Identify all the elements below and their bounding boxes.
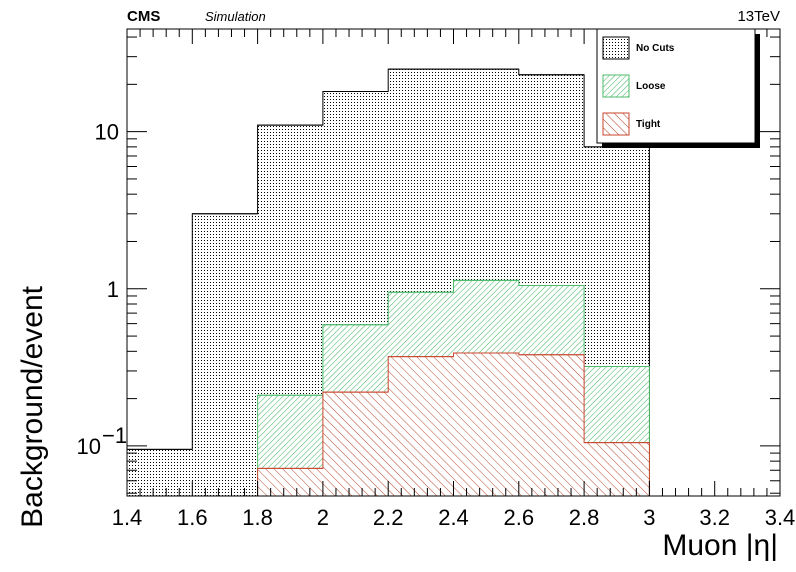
x-tick-label: 3.2 xyxy=(699,505,730,530)
x-tick-label: 1.6 xyxy=(177,505,208,530)
x-tick-label: 2.2 xyxy=(373,505,404,530)
y-tick-label: 10 xyxy=(77,434,101,459)
status-label: Simulation xyxy=(205,9,266,24)
x-tick-label: 1.4 xyxy=(112,505,143,530)
x-axis-label: Muon |η| xyxy=(662,529,778,562)
y-tick-label: 10 xyxy=(95,120,119,145)
series-tight xyxy=(257,352,650,497)
y-axis-label: Background/event xyxy=(16,285,49,527)
legend-label-loose: Loose xyxy=(636,81,666,92)
energy-label: 13TeV xyxy=(737,8,780,25)
x-tick-label: 3 xyxy=(643,505,655,530)
experiment-label: CMS xyxy=(127,8,160,25)
x-tick-label: 3.4 xyxy=(765,505,796,530)
legend-swatch-no-cuts xyxy=(602,36,630,60)
legend-label-no-cuts: No Cuts xyxy=(636,43,675,54)
legend-swatch-tight xyxy=(602,112,630,136)
y-tick-exponent: −1 xyxy=(102,423,127,448)
legend-label-tight: Tight xyxy=(636,119,661,130)
x-tick-label: 2.4 xyxy=(438,505,469,530)
legend-swatch-loose xyxy=(602,74,630,98)
x-tick-label: 2.6 xyxy=(504,505,535,530)
y-tick-label: 1 xyxy=(107,277,119,302)
x-tick-label: 2 xyxy=(317,505,329,530)
series-layer xyxy=(126,68,650,497)
legend: No Cuts Loose Tight xyxy=(596,28,760,148)
x-tick-label: 2.8 xyxy=(569,505,600,530)
x-tick-label: 1.8 xyxy=(242,505,273,530)
